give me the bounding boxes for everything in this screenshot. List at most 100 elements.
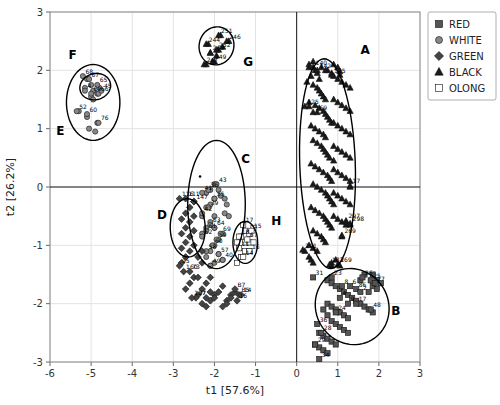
point [191,227,198,234]
point [215,289,222,296]
point [331,201,337,207]
point-label: 8 [344,278,348,285]
point-label: 73 [192,263,200,270]
point [331,166,337,172]
x-tick-label: 0 [293,368,299,379]
point-label: 67 [250,231,258,238]
point-label: 6 [353,278,357,285]
ellipse-label: D [157,208,167,222]
point-label: 147 [196,193,208,200]
y-tick-label: 3 [37,7,43,18]
legend-marker [436,21,443,28]
point-label: 34 [322,351,330,358]
x-tick [420,362,421,366]
legend: REDWHITEGREENBLACKOLONG [428,12,496,100]
point [331,96,337,102]
ellipse-label: A [360,43,370,57]
point-label: 41 [205,184,213,191]
point [331,119,337,125]
point [226,214,231,219]
x-axis-label: t1 [57.6%] [206,384,264,397]
x-tick [337,362,338,366]
point [331,213,337,219]
point [308,122,314,128]
point [312,163,318,169]
point-label: 298 [353,215,365,222]
point [345,316,350,321]
point-label: 52 [79,103,87,110]
plot-background [50,12,420,362]
point-label: 137 [194,289,206,296]
series-black [201,32,353,268]
point [366,289,371,294]
point [374,286,379,291]
point [223,300,230,307]
ellipse-label: E [56,124,64,138]
point-label: 62 [205,228,213,235]
grid [50,12,420,362]
x-tick-label: 2 [376,368,382,379]
legend-label: WHITE [449,35,482,46]
plot-frame [50,12,420,362]
point-labels: 3136282934238686249172625274824686765469… [79,27,385,358]
point [331,189,337,195]
point [310,137,316,143]
dot [199,175,202,178]
point [228,294,235,301]
y-grid-line [50,70,420,71]
point [347,154,353,160]
x-tick [173,362,174,366]
point [314,230,320,236]
point-label: 169 [316,104,328,111]
y-tick [46,70,50,71]
legend-label: OLONG [449,83,485,94]
ellipse-label: B [391,304,400,318]
reference-line [50,187,420,188]
point [191,213,198,220]
plot-area [50,12,420,362]
point-label: 45 [104,82,112,89]
x-tick [214,362,215,366]
y-tick-label: 1 [37,123,43,134]
x-tick-label: -4 [127,368,137,379]
x-tick [50,362,51,366]
point [343,152,349,158]
y-tick-label: -2 [33,298,43,309]
point-label: 16 [240,292,248,299]
point-label: 31 [316,269,324,276]
point [308,160,314,166]
legend-marker [436,85,443,92]
point [195,274,202,281]
y-tick [46,303,50,304]
x-tick [91,362,92,366]
y-tick [46,187,50,188]
point [343,128,349,134]
point [186,248,193,255]
point [308,204,314,210]
legend-label: RED [449,19,470,30]
point [178,216,185,223]
point [320,169,326,175]
point [322,134,328,140]
point-label: 24 [338,304,346,311]
y-tick-label: -1 [33,240,43,251]
point [316,166,322,172]
ellipse [300,59,356,269]
point [182,224,189,231]
point [335,216,341,222]
y-tick-label: -3 [33,357,43,368]
point [335,146,341,152]
x-tick-label: -3 [168,368,178,379]
point [86,126,91,131]
x-tick-label: -5 [86,368,96,379]
point [182,239,189,246]
point [347,201,353,207]
y-tick-label: 0 [37,182,43,193]
point [343,198,349,204]
point [335,192,341,198]
ellipse-label: F [69,48,77,62]
y-tick [46,245,50,246]
point [312,125,318,131]
point-label: 48 [373,301,381,308]
point-label: 27 [377,275,385,282]
